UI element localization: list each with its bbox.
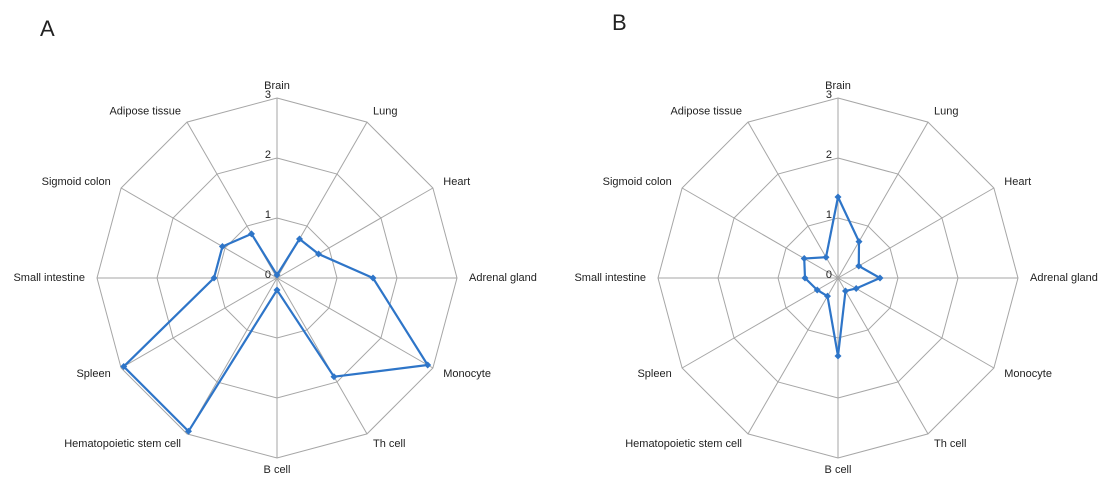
data-point [185, 427, 192, 435]
axis-label: Lung [934, 106, 958, 118]
data-point [120, 363, 128, 370]
data-point [424, 361, 432, 369]
data-point [330, 373, 338, 381]
axis-label: B cell [264, 464, 291, 476]
data-point [852, 285, 860, 292]
spoke [120, 277, 278, 369]
axis-label: Sigmoid colon [603, 176, 672, 188]
data-point [369, 274, 377, 282]
axis-label: Heart [1004, 176, 1031, 188]
axis-label: Hematopoietic stem cell [64, 438, 181, 450]
data-point [855, 262, 863, 270]
data-point [801, 274, 809, 282]
spoke [276, 277, 368, 435]
axis-label: Monocyte [443, 368, 491, 380]
tick-label: 3 [265, 89, 271, 101]
spoke [681, 187, 839, 279]
axis-label: Spleen [76, 368, 110, 380]
axis-label: B cell [825, 464, 852, 476]
tick-label: 1 [826, 209, 832, 221]
spoke [120, 187, 278, 279]
tick-label: 0 [826, 269, 832, 281]
axis-label: Th cell [373, 438, 405, 450]
panel-label: B [612, 10, 627, 35]
data-point [315, 250, 323, 258]
tick-label: 2 [826, 149, 832, 161]
spoke [837, 121, 929, 279]
spoke [276, 277, 434, 369]
data-point [296, 235, 303, 243]
axis-label: Lung [373, 106, 397, 118]
data-point [210, 274, 218, 282]
data-point [800, 255, 808, 262]
spoke [837, 187, 995, 279]
data-point [273, 271, 281, 279]
tick-label: 2 [265, 149, 271, 161]
data-point [248, 230, 255, 238]
spoke [276, 187, 434, 279]
data-point [834, 352, 842, 360]
axis-label: Adipose tissue [670, 106, 742, 118]
axis-label: Sigmoid colon [42, 176, 111, 188]
axis-label: Adipose tissue [109, 106, 181, 118]
data-point [218, 243, 226, 250]
spoke [747, 121, 839, 279]
spoke [747, 277, 839, 435]
axis-label: Monocyte [1004, 368, 1052, 380]
spoke [837, 277, 995, 369]
tick-label: 1 [265, 209, 271, 221]
tick-label: 0 [265, 269, 271, 281]
data-point [824, 292, 831, 300]
axis-label: Small intestine [574, 272, 646, 284]
data-point [834, 193, 842, 201]
axis-label: Spleen [637, 368, 671, 380]
data-point [842, 287, 849, 295]
data-point [876, 274, 884, 282]
axis-label: Small intestine [13, 272, 85, 284]
tick-label: 3 [826, 89, 832, 101]
data-point [822, 253, 830, 261]
axis-label: Heart [443, 176, 470, 188]
data-point [813, 286, 821, 294]
panel-label: A [40, 16, 55, 41]
axis-label: Brain [264, 80, 290, 92]
spoke [681, 277, 839, 369]
axis-label: Hematopoietic stem cell [625, 438, 742, 450]
data-point [273, 286, 281, 294]
data-point [855, 238, 863, 246]
axis-label: Adrenal gland [1030, 272, 1098, 284]
axis-label: Brain [825, 80, 851, 92]
axis-label: Th cell [934, 438, 966, 450]
axis-label: Adrenal gland [469, 272, 537, 284]
spoke [837, 277, 929, 435]
